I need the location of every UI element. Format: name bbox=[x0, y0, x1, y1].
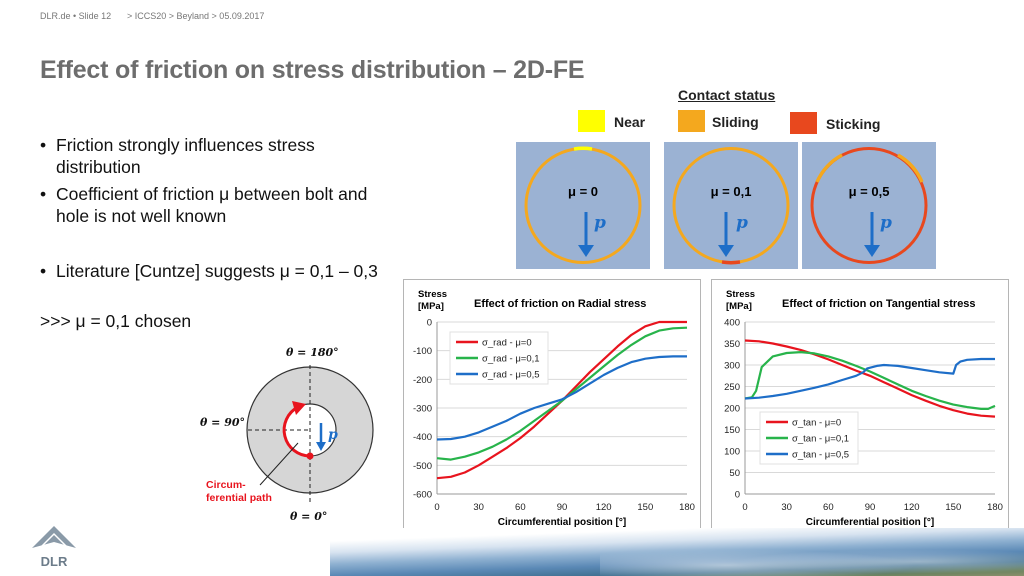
y-tick-label: -300 bbox=[413, 404, 432, 415]
mu-label: μ = 0,5 bbox=[848, 184, 890, 199]
y-tick-label: -200 bbox=[413, 375, 432, 386]
bullet-item: • Literature [Cuntze] suggests μ = 0,1 – … bbox=[40, 260, 380, 282]
sticking-swatch bbox=[790, 112, 817, 134]
theta-0-label: θ = 0° bbox=[290, 510, 327, 523]
path-label-line1: Circum- bbox=[206, 479, 246, 491]
legend-entry: σ_tan - μ=0,1 bbox=[792, 434, 849, 445]
series-line bbox=[744, 339, 996, 418]
contact-panel-mu05: p μ = 0,5 bbox=[802, 142, 936, 269]
y-tick-label: 300 bbox=[724, 361, 740, 372]
y-tick-label: -100 bbox=[413, 346, 432, 357]
chart-title: Effect of friction on Tangential stress bbox=[782, 298, 976, 310]
mu-label: μ = 0,1 bbox=[710, 184, 752, 199]
y-tick-label: 0 bbox=[735, 490, 740, 501]
x-tick-label: 120 bbox=[904, 502, 920, 513]
dlr-logo: DLR bbox=[32, 526, 76, 569]
y-tick-label: 200 bbox=[724, 404, 740, 415]
bullet-text: Literature [Cuntze] suggests μ = 0,1 – 0… bbox=[56, 261, 378, 281]
legend-box bbox=[449, 331, 549, 385]
series-line bbox=[744, 350, 996, 410]
force-p-label: p bbox=[594, 213, 606, 233]
path-label-line2: ferential path bbox=[206, 492, 272, 504]
y-axis-label: Stress bbox=[418, 289, 447, 300]
force-p-label: p bbox=[328, 427, 338, 443]
x-tick-label: 30 bbox=[473, 502, 484, 513]
svg-text:DLR: DLR bbox=[41, 554, 68, 569]
y-tick-label: 250 bbox=[724, 382, 740, 393]
conclusion-text: >>> μ = 0,1 chosen bbox=[40, 311, 192, 331]
x-tick-label: 0 bbox=[434, 502, 439, 513]
x-tick-label: 90 bbox=[557, 502, 568, 513]
mu-label: μ = 0 bbox=[568, 184, 598, 199]
theta-90-label: θ = 90° bbox=[200, 416, 245, 429]
x-axis-label: Circumferential position [°] bbox=[498, 517, 626, 528]
y-tick-label: 100 bbox=[724, 447, 740, 458]
sticking-label: Sticking bbox=[826, 116, 881, 132]
y-tick-label: 150 bbox=[724, 425, 740, 436]
bullet-dot-icon: • bbox=[40, 184, 47, 204]
contact-ring-mu01: p bbox=[672, 147, 790, 265]
y-tick-label: 350 bbox=[724, 339, 740, 350]
contact-panel-mu0: p μ = 0 bbox=[516, 142, 650, 269]
tangential-stress-chart: 0 50 100 150 200 250 300 350 400 0 30 60 90 120 150 180… bbox=[711, 279, 1009, 532]
series-line bbox=[744, 357, 995, 400]
near-label: Near bbox=[614, 114, 646, 130]
y-tick-label: -500 bbox=[413, 461, 432, 472]
y-axis-label: Stress bbox=[726, 289, 755, 300]
x-tick-label: 180 bbox=[679, 502, 695, 513]
series-line bbox=[436, 355, 687, 441]
x-tick-label: 0 bbox=[742, 502, 747, 513]
y-tick-label: 400 bbox=[724, 318, 740, 329]
y-axis-label: [MPa] bbox=[418, 301, 444, 312]
radial-stress-chart: 0 -100 -200 -300 -400 -500 -600 0 30 60 90 120 150 18… bbox=[403, 279, 701, 532]
breadcrumb: > ICCS20 > Beyland > 05.09.2017 bbox=[127, 11, 265, 21]
sliding-label: Sliding bbox=[712, 114, 759, 130]
cloud-overlay bbox=[600, 540, 1024, 576]
y-tick-label: 0 bbox=[427, 318, 432, 329]
y-tick-label: 50 bbox=[729, 468, 740, 479]
near-swatch bbox=[578, 110, 605, 132]
sliding-swatch bbox=[678, 110, 705, 132]
legend-entry: σ_rad - μ=0 bbox=[482, 338, 532, 349]
x-tick-label: 30 bbox=[781, 502, 792, 513]
x-tick-label: 150 bbox=[945, 502, 961, 513]
legend-entry: σ_tan - μ=0 bbox=[792, 418, 841, 429]
y-tick-label: -400 bbox=[413, 432, 432, 443]
force-p-label: p bbox=[880, 213, 892, 233]
bolt-hole-diagram: p θ = 180° θ = 90° θ = 0° Circum- ferent… bbox=[200, 346, 374, 523]
x-tick-label: 150 bbox=[637, 502, 653, 513]
contact-ring-mu05: p bbox=[810, 147, 928, 264]
contact-panel-mu01: p μ = 0,1 bbox=[664, 142, 798, 269]
legend-entry: σ_tan - μ=0,5 bbox=[792, 450, 849, 461]
x-tick-label: 180 bbox=[987, 502, 1003, 513]
legend-entry: σ_rad - μ=0,1 bbox=[482, 354, 540, 365]
chart-title: Effect of friction on Radial stress bbox=[474, 298, 646, 310]
x-tick-label: 90 bbox=[865, 502, 876, 513]
legend-entry: σ_rad - μ=0,5 bbox=[482, 370, 540, 381]
slide-info: DLR.de • Slide 12 bbox=[40, 11, 112, 21]
y-tick-label: -600 bbox=[413, 490, 432, 501]
bullet-text: Friction strongly influences stress dist… bbox=[56, 135, 315, 177]
y-axis-label: [MPa] bbox=[726, 301, 752, 312]
x-axis-label: Circumferential position [°] bbox=[806, 517, 934, 528]
slide-title: Effect of friction on stress distributio… bbox=[40, 56, 585, 84]
x-tick-label: 60 bbox=[515, 502, 526, 513]
series-line bbox=[436, 326, 688, 461]
tangential-stress-plot: 0 50 100 150 200 250 300 350 400 0 30 60 90 120 150 180… bbox=[724, 289, 1003, 528]
bullet-dot-icon: • bbox=[40, 135, 47, 155]
x-tick-label: 60 bbox=[823, 502, 834, 513]
bullet-item: • Coefficient of friction μ between bolt … bbox=[40, 183, 380, 227]
theta-180-label: θ = 180° bbox=[286, 346, 339, 359]
force-p-label: p bbox=[736, 213, 748, 233]
bullet-item: • Friction strongly influences stress dis… bbox=[40, 134, 380, 178]
x-tick-label: 120 bbox=[596, 502, 612, 513]
bullet-text: Coefficient of friction μ between bolt a… bbox=[56, 184, 368, 226]
contact-status-title: Contact status bbox=[678, 87, 776, 103]
bullet-dot-icon: • bbox=[40, 261, 47, 281]
contact-ring-mu0: p bbox=[524, 146, 642, 264]
